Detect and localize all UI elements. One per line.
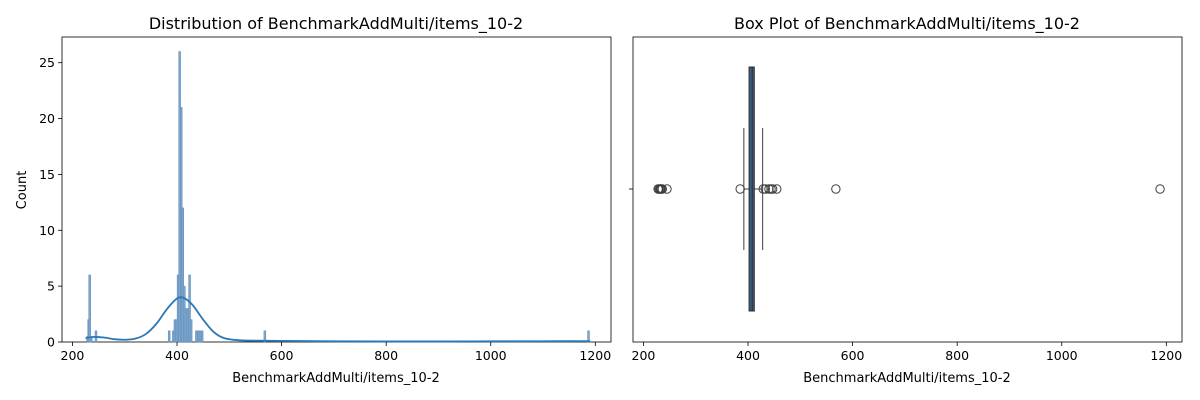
x-tick-label: 200	[632, 348, 656, 363]
histogram-bar	[189, 319, 193, 343]
histogram-bar	[184, 308, 188, 343]
x-tick-label: 800	[374, 348, 398, 363]
histogram-panel: 200 400 600 800 1000 1200 0 5 10 15 20 25 Distribu…	[15, 14, 612, 386]
y-tick-label: 0	[47, 335, 55, 350]
outlier-point	[767, 184, 778, 194]
histogram-bar	[198, 330, 202, 343]
x-tick-label: 600	[841, 348, 865, 363]
x-tick-label: 1000	[475, 348, 507, 363]
histogram-bar	[88, 274, 91, 343]
boxplot-title: Box Plot of BenchmarkAddMulti/items_10-2	[734, 14, 1080, 34]
kde-curve	[85, 296, 591, 343]
x-tick-label: 1200	[1150, 348, 1182, 363]
x-tick-label: 400	[736, 348, 760, 363]
x-tick-label: 400	[165, 348, 189, 363]
histogram-y-axis-label: Count	[15, 171, 30, 210]
boxplot-axes-frame	[632, 36, 1183, 343]
histogram-bar	[181, 207, 184, 343]
boxplot-marks	[653, 66, 1165, 312]
y-tick-label: 20	[39, 111, 55, 126]
box-iqr	[748, 66, 755, 312]
histogram-y-ticks: 0 5 10 15 20 25	[39, 55, 62, 350]
histogram-bars	[86, 51, 590, 343]
outlier-point	[760, 184, 770, 194]
outlier-point	[657, 184, 667, 194]
outlier-point	[1155, 184, 1165, 194]
histogram-x-axis-label: BenchmarkAddMulti/items_10-2	[232, 371, 440, 386]
x-tick-label: 1200	[579, 348, 611, 363]
histogram-x-ticks: 200 400 600 800 1000 1200	[61, 342, 611, 363]
boxplot-x-ticks: 200 400 600 800 1000 1200	[632, 342, 1182, 363]
histogram-bar	[167, 330, 171, 343]
boxplot-x-axis-label: BenchmarkAddMulti/items_10-2	[803, 371, 1011, 386]
outlier-point	[772, 184, 782, 194]
histogram-bar	[195, 330, 198, 343]
histogram-bar	[200, 330, 204, 343]
histogram-title: Distribution of BenchmarkAddMulti/items_…	[149, 14, 523, 34]
outlier-point	[831, 184, 841, 194]
x-tick-label: 1000	[1046, 348, 1078, 363]
y-tick-label: 15	[39, 167, 55, 182]
x-tick-label: 800	[945, 348, 969, 363]
histogram-axes-frame	[61, 36, 612, 343]
outlier-point	[735, 184, 745, 194]
kde-line	[85, 296, 591, 343]
boxplot-panel: 200 400 600 800 1000 1200 Box Plot of Benchma…	[629, 14, 1183, 386]
y-tick-label: 10	[39, 223, 55, 238]
y-tick-label: 5	[47, 279, 55, 294]
histogram-bar	[263, 330, 267, 343]
y-tick-label: 25	[39, 55, 55, 70]
histogram-bar	[188, 274, 191, 343]
x-tick-label: 200	[61, 348, 85, 363]
x-tick-label: 600	[270, 348, 294, 363]
outlier-point	[662, 184, 672, 194]
